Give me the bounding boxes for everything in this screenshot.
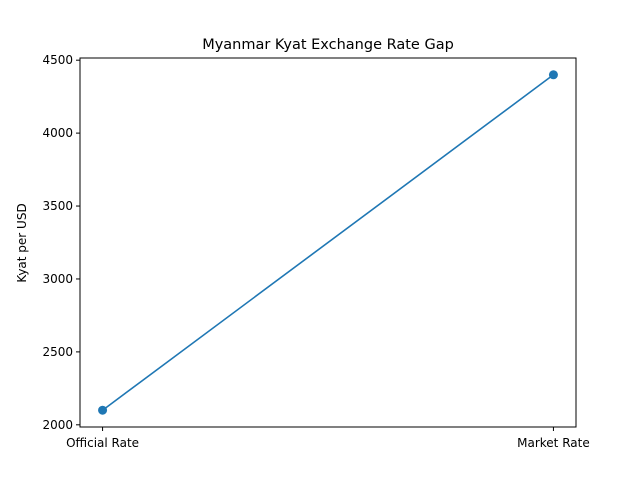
y-tick-label: 4500 <box>42 53 73 67</box>
y-tick-label: 3000 <box>42 272 73 286</box>
y-tick-label: 2500 <box>42 345 73 359</box>
y-tick-label: 3500 <box>42 199 73 213</box>
data-point <box>98 405 108 415</box>
data-point <box>548 70 558 80</box>
plot-area: 2000 2500 3000 3500 4000 4500 Official Rate Mar… <box>42 53 589 450</box>
x-tick-label: Official Rate <box>66 436 139 450</box>
y-tick-label: 4000 <box>42 126 73 140</box>
y-tick-label: 2000 <box>42 418 73 432</box>
y-axis-label: Kyat per USD <box>15 203 29 282</box>
chart-title: Myanmar Kyat Exchange Rate Gap <box>202 37 454 53</box>
plot-frame <box>79 57 577 428</box>
x-tick-label: Market Rate <box>517 436 590 450</box>
series-line <box>102 74 554 411</box>
